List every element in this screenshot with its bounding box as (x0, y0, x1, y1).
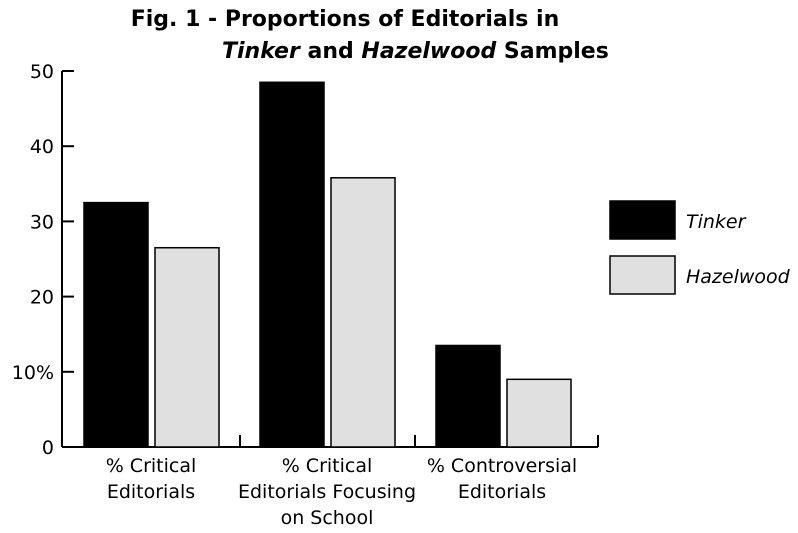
y-tick-label: 10% (12, 362, 54, 384)
legend: Tinker Hazelwood (609, 200, 791, 295)
y-tick-label: 30 (30, 211, 54, 233)
title-samples: Samples (496, 39, 609, 64)
legend-label: Tinker (686, 211, 747, 233)
y-tick-label: 40 (30, 136, 54, 158)
category-label: on School (281, 507, 374, 529)
category-label: Editorials (107, 481, 195, 503)
bar-tinker-2 (259, 81, 325, 448)
title-hazelwood: Hazelwood (361, 39, 496, 64)
legend-swatch (609, 200, 676, 240)
legend-label: Hazelwood (686, 266, 791, 288)
category-label: Editorials Focusing (238, 481, 416, 503)
y-ticks: 0 10% 20 30 40 50 (12, 61, 74, 459)
bar-hazelwood-3 (506, 378, 572, 448)
x-categories: % Critical Editorials % Critical Editorials… (106, 455, 577, 529)
y-tick-label: 20 (30, 287, 54, 309)
category-label: % Critical (106, 455, 197, 477)
bars (83, 81, 572, 448)
bar-tinker-1 (83, 201, 149, 448)
category-label: % Critical (282, 455, 373, 477)
title-tinker: Tinker (222, 39, 301, 64)
title-and: and (300, 39, 362, 64)
bar-hazelwood-1 (154, 246, 220, 448)
category-label: Editorials (458, 481, 546, 503)
y-tick-label: 50 (30, 61, 54, 83)
chart-title-line1: Fig. 1 - Proportions of Editorials in (131, 7, 560, 32)
legend-swatch (609, 255, 676, 295)
bar-tinker-3 (435, 344, 501, 448)
category-label: % Controversial (427, 455, 577, 477)
bar-hazelwood-2 (330, 177, 396, 448)
y-tick-label: 0 (42, 437, 54, 459)
chart-title-line2: Tinker and Hazelwood Samples (222, 39, 609, 64)
